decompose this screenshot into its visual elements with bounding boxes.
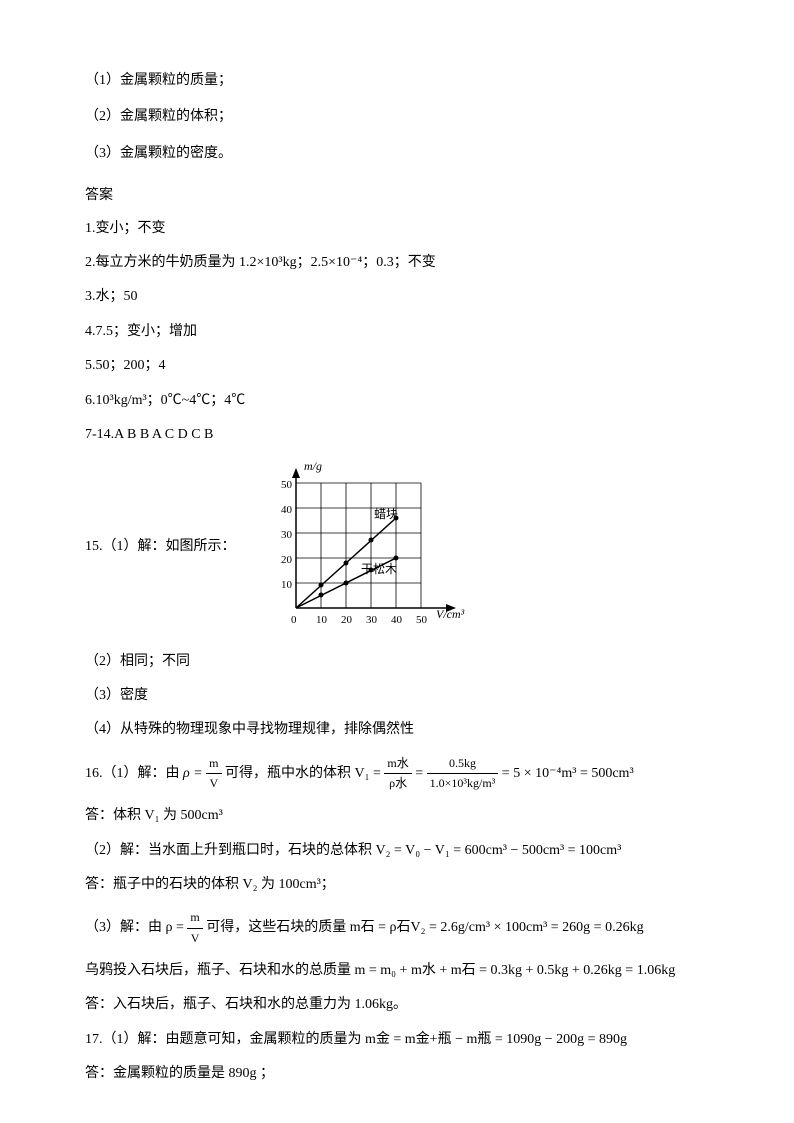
q16-part2: （2）解：当水面上升到瓶口时，石块的总体积 V₂ = V₀ − V₁ = 600…: [85, 840, 709, 862]
chart-series1-label: 蜡块: [374, 507, 398, 521]
chart-series2-label: 干松木: [361, 562, 397, 576]
chart-xtick-50: 50: [416, 614, 428, 626]
answer-3: 3.水；50: [85, 286, 709, 308]
q15-part1-prefix: 15.（1）解：如图所示：: [85, 536, 236, 558]
q15-part4: （4）从特殊的物理现象中寻找物理规律，排除偶然性: [85, 719, 709, 741]
q16-part1: 16.（1）解：由 ρ = mV 可得，瓶中水的体积 V₁ = m水ρ水 = 0…: [85, 754, 709, 793]
q16-part2-answer: 答：瓶子中的石块的体积 V₂ 为 100cm³；: [85, 874, 709, 896]
q17-part1-answer: 答：金属颗粒的质量是 890g ；: [85, 1063, 709, 1085]
question-1: （1）金属颗粒的质量；: [85, 70, 709, 92]
question-3: （3）金属颗粒的密度。: [85, 143, 709, 165]
chart-ytick-50: 50: [281, 479, 293, 491]
chart-ytick-40: 40: [281, 504, 293, 516]
chart-xtick-10: 10: [316, 614, 328, 626]
question-2: （2）金属颗粒的体积；: [85, 106, 709, 128]
answer-header: 答案: [85, 185, 709, 207]
answer-7-14: 7-14.A B B A C D C B: [85, 424, 709, 446]
q16-part3-answer: 答：入石块后，瓶子、石块和水的总重力为 1.06kg。: [85, 994, 709, 1016]
q16-part3: （3）解：由 ρ = mV 可得，这些石块的质量 m石 = ρ石V₂ = 2.6…: [85, 908, 709, 947]
q15-part3: （3）密度: [85, 685, 709, 707]
q15-part2: （2）相同；不同: [85, 651, 709, 673]
chart-ytick-30: 30: [281, 529, 293, 541]
q16-part1-answer: 答：体积 V₁ 为 500cm³: [85, 805, 709, 827]
answer-2: 2.每立方米的牛奶质量为 1.2×10³kg；2.5×10⁻⁴；0.3；不变: [85, 252, 709, 274]
chart-ytick-20: 20: [281, 554, 293, 566]
chart-xtick-30: 30: [366, 614, 378, 626]
chart-x-label: V/cm³: [436, 607, 465, 621]
answer-1: 1.变小；不变: [85, 218, 709, 240]
answer-5: 5.50；200；4: [85, 355, 709, 377]
chart-ytick-10: 10: [281, 579, 293, 591]
chart-xtick-40: 40: [391, 614, 403, 626]
answer-6: 6.10³kg/m³；0℃~4℃；4℃: [85, 390, 709, 412]
q16-part3-line2: 乌鸦投入石块后，瓶子、石块和水的总质量 m = m₀ + m水 + m石 = 0…: [85, 960, 709, 982]
svg-text:0: 0: [291, 614, 297, 626]
chart-mass-volume: m/g 10 20 30 40 5: [256, 458, 486, 636]
answer-4: 4.7.5；变小；增加: [85, 321, 709, 343]
q17-part1: 17.（1）解：由题意可知，金属颗粒的质量为 m金 = m金+瓶 − m瓶 = …: [85, 1029, 709, 1051]
chart-y-label: m/g: [304, 459, 322, 473]
chart-xtick-20: 20: [341, 614, 353, 626]
